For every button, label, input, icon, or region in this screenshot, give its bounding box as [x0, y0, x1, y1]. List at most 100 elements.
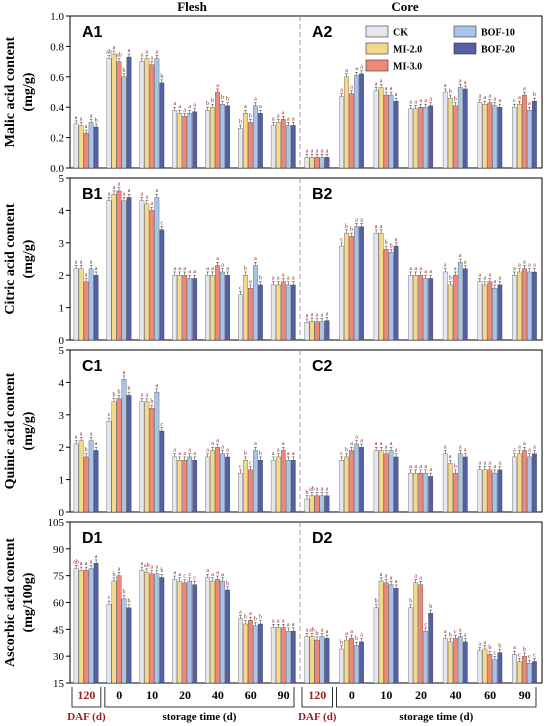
bar — [248, 122, 253, 169]
significance-letter: a — [193, 269, 196, 275]
significance-letter: a — [188, 269, 191, 275]
bar — [159, 577, 165, 684]
significance-letter: a — [395, 92, 398, 98]
significance-letter: b — [211, 98, 214, 104]
bar — [378, 87, 384, 169]
bar — [126, 395, 132, 513]
y-tick-label: 1 — [59, 303, 65, 315]
significance-letter: a — [211, 441, 214, 447]
significance-letter: a — [380, 572, 383, 578]
significance-letter: a — [316, 487, 319, 493]
significance-letter: a — [292, 451, 295, 457]
column-header-flesh: Flesh — [177, 0, 207, 14]
bar — [482, 469, 488, 513]
bar — [182, 275, 188, 341]
significance-letter: b — [244, 451, 247, 457]
bar — [121, 200, 127, 341]
significance-letter: b — [150, 399, 153, 405]
significance-letter: c — [239, 285, 242, 291]
bar — [258, 623, 263, 684]
significance-letter: a — [380, 78, 383, 84]
bar — [177, 275, 183, 341]
bar — [442, 91, 448, 169]
bar — [339, 245, 344, 341]
significance-letter: a — [414, 266, 417, 272]
bar — [354, 645, 359, 684]
bar — [457, 262, 463, 341]
bar — [373, 232, 379, 341]
significance-letter: a — [156, 188, 159, 194]
bar — [159, 430, 165, 513]
significance-letter: a — [156, 383, 159, 389]
bar — [354, 443, 359, 513]
y-tick-label: 5 — [59, 173, 65, 185]
bar — [492, 105, 498, 169]
bar — [154, 197, 160, 341]
bar — [527, 456, 532, 513]
legend-swatch — [365, 25, 389, 38]
bar — [172, 579, 178, 684]
bar — [477, 102, 483, 169]
y-axis-label: Malic acid content — [3, 36, 18, 147]
significance-letter: a — [239, 609, 242, 615]
bar — [187, 278, 193, 341]
significance-letter: a — [259, 104, 262, 110]
bar — [309, 321, 315, 341]
significance-letter: a — [311, 312, 314, 318]
bar — [314, 639, 320, 684]
bar — [210, 107, 215, 169]
significance-letter: a — [513, 448, 516, 454]
bar — [83, 570, 89, 684]
significance-letter: a — [321, 148, 324, 154]
bar — [78, 440, 84, 513]
bar — [359, 226, 364, 341]
bar — [482, 104, 488, 169]
bar — [205, 110, 210, 169]
significance-letter: a — [141, 393, 144, 399]
significance-letter: b — [454, 97, 457, 103]
bar — [462, 456, 468, 513]
bar — [349, 638, 354, 684]
significance-letter: a — [206, 448, 209, 454]
significance-letter: a — [464, 448, 467, 454]
bar — [106, 604, 112, 684]
significance-letter: a — [479, 94, 482, 100]
significance-letter: a — [287, 451, 290, 457]
significance-letter: a — [380, 224, 383, 230]
significance-letter: a — [395, 579, 398, 585]
bar — [492, 659, 498, 684]
significance-letter: a — [454, 266, 457, 272]
bar — [304, 498, 310, 513]
significance-letter: a — [419, 575, 422, 581]
y-tick-label: 0.2 — [50, 133, 64, 145]
significance-letter: a — [272, 116, 275, 122]
significance-letter: b — [449, 633, 452, 639]
significance-letter: a — [429, 97, 432, 103]
significance-letter: b — [533, 92, 536, 98]
bar — [192, 584, 198, 684]
bar — [172, 110, 178, 169]
bar — [339, 460, 344, 513]
significance-letter: ab — [144, 563, 150, 569]
significance-letter: a — [444, 83, 447, 89]
bar — [225, 275, 230, 341]
significance-letter: a — [326, 629, 329, 635]
y-tick-label: 4 — [59, 205, 65, 217]
significance-letter: a — [108, 191, 111, 197]
bar — [452, 472, 458, 513]
bar — [492, 472, 498, 513]
significance-letter: a — [141, 191, 144, 197]
significance-letter: b — [259, 615, 262, 621]
bar — [452, 275, 458, 341]
significance-letter: a — [75, 259, 78, 265]
bar — [517, 104, 522, 169]
bottom-axis: 120 0 10 20 40 60 90 DAF (d) storage time (d) 120… — [67, 687, 537, 723]
significance-letter: a — [178, 104, 181, 110]
bar — [93, 126, 99, 169]
bar — [192, 111, 198, 169]
significance-letter: a — [292, 116, 295, 122]
bar — [457, 87, 463, 169]
bar — [309, 495, 315, 513]
bar — [154, 58, 160, 169]
bar — [285, 630, 291, 684]
